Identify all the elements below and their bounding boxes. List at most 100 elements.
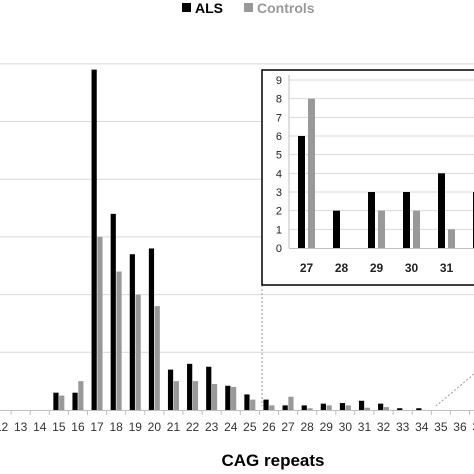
x-tick-label: 18 [109, 420, 123, 434]
x-tick-label: 37 [472, 420, 474, 434]
x-tick-label: 32 [377, 420, 391, 434]
bar-controls-22 [192, 381, 199, 410]
x-tick-label: 12 [0, 420, 9, 434]
inset-x-tick-label: 27 [300, 261, 314, 275]
inset-y-tick-label: 7 [276, 112, 282, 124]
x-tick-label: 17 [90, 420, 104, 434]
bar-controls-29 [326, 405, 332, 410]
bar-controls-26 [269, 405, 275, 410]
inset-y-tick-label: 2 [276, 206, 282, 218]
inset-bar-als-28 [333, 210, 340, 248]
bar-als-29 [320, 403, 326, 410]
main-gridlines [0, 63, 474, 353]
legend: ALS Controls [182, 0, 315, 16]
x-tick-label: 16 [71, 420, 85, 434]
bar-controls-19 [135, 294, 141, 410]
bar-controls-31 [364, 407, 370, 410]
main-x-ticks: 12 13 14 15 16 17 18 19 20 21 22 23 24 25 26 27 28 29 30 31… [0, 410, 474, 434]
bar-als-28 [301, 405, 307, 410]
bar-controls-23 [211, 384, 218, 410]
bar-controls-24 [231, 386, 237, 410]
bar-als-19 [129, 254, 135, 410]
x-tick-label: 23 [205, 420, 219, 434]
bar-als-16 [72, 392, 78, 410]
x-tick-label: 19 [129, 420, 143, 434]
inset-x-tick-label: 29 [370, 261, 384, 275]
x-tick-label: 27 [281, 420, 295, 434]
x-axis-label: CAG repeats [222, 451, 325, 470]
bar-als-25 [244, 394, 250, 410]
bar-controls-32 [383, 407, 390, 410]
bar-controls-20 [154, 306, 160, 410]
bar-als-22 [187, 363, 193, 410]
legend-controls-label: Controls [257, 0, 315, 16]
x-tick-label: 24 [224, 420, 238, 434]
inset-y-tick-label: 9 [276, 75, 282, 87]
bar-controls-27 [288, 396, 294, 410]
legend-als-label: ALS [195, 0, 223, 16]
inset-y-tick-label: 5 [276, 150, 282, 162]
inset-x-tick-label: 28 [335, 261, 349, 275]
x-tick-label: 36 [453, 420, 467, 434]
x-tick-label: 33 [396, 420, 410, 434]
bar-controls-17 [97, 236, 103, 410]
inset-bar-als-30 [403, 192, 410, 248]
bar-als-21 [167, 369, 174, 410]
x-tick-label: 30 [339, 420, 353, 434]
x-tick-label: 22 [186, 420, 200, 434]
bar-controls-16 [78, 381, 84, 410]
inset-connector-right [435, 373, 474, 407]
legend-controls-swatch [244, 3, 253, 12]
bar-controls-18 [116, 271, 122, 410]
bar-als-20 [148, 248, 155, 410]
bar-controls-21 [173, 381, 179, 410]
inset-bar-als-27 [298, 136, 305, 248]
x-tick-label: 14 [33, 420, 47, 434]
x-tick-label: 25 [243, 420, 257, 434]
inset-y-tick-label: 3 [276, 187, 282, 199]
main-bars [53, 69, 422, 410]
bar-als-24 [225, 385, 231, 410]
bar-als-31 [358, 400, 365, 410]
inset-y-tick-label: 0 [276, 243, 282, 255]
x-tick-label: 21 [167, 420, 181, 434]
inset-y-tick-label: 4 [276, 168, 282, 180]
inset-y-tick-label: 1 [276, 224, 282, 236]
bar-controls-30 [345, 405, 351, 410]
inset-x-tick-label: 30 [405, 261, 419, 275]
x-tick-label: 26 [262, 420, 276, 434]
bar-als-27 [282, 405, 288, 410]
bar-controls-25 [250, 399, 256, 410]
inset-bars [298, 98, 474, 249]
x-tick-label: 31 [358, 420, 372, 434]
bar-als-23 [206, 366, 212, 410]
inset-bar-controls-27 [308, 98, 315, 249]
inset-bar-controls-31 [448, 229, 455, 248]
bar-als-17 [91, 69, 97, 410]
x-tick-label: 35 [434, 420, 448, 434]
bar-controls-28 [307, 408, 313, 410]
inset-y-tick-label: 8 [276, 94, 282, 106]
inset-x-tick-label: 31 [440, 261, 454, 275]
x-tick-label: 15 [52, 420, 66, 434]
bar-als-30 [339, 403, 346, 410]
x-tick-label: 29 [320, 420, 334, 434]
bar-als-34 [416, 408, 422, 410]
inset-bar-controls-30 [413, 210, 420, 248]
inset-bar-als-29 [368, 192, 375, 248]
x-tick-label: 13 [14, 420, 28, 434]
bar-als-18 [110, 213, 116, 410]
inset-bar-als-31 [438, 173, 445, 248]
inset-y-tick-label: 6 [276, 131, 282, 143]
x-tick-label: 34 [415, 420, 429, 434]
inset-y-ticks: 0 1 2 3 4 5 6 7 8 9 [276, 75, 282, 255]
bar-als-32 [378, 403, 384, 410]
legend-als-swatch [182, 3, 191, 12]
bar-als-33 [397, 408, 403, 410]
bar-controls-15 [59, 395, 65, 410]
x-tick-label: 20 [148, 420, 162, 434]
inset-bar-controls-29 [378, 210, 385, 248]
